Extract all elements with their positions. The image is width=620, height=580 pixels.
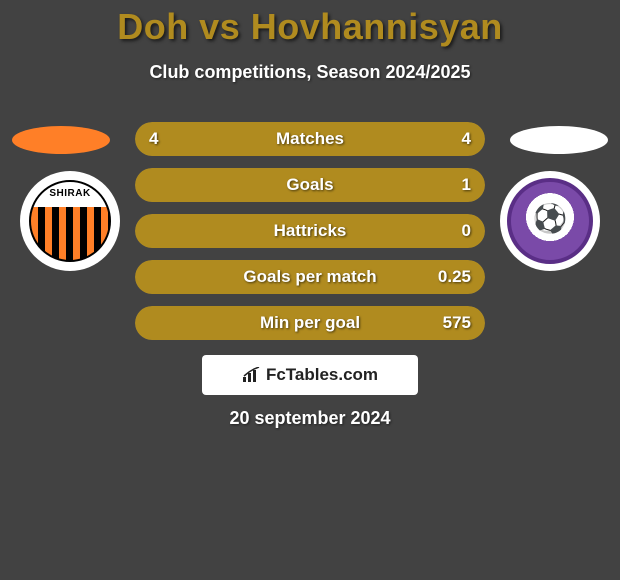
player-right-ellipse bbox=[510, 126, 608, 154]
stat-bar: 1 Goals bbox=[135, 168, 485, 202]
bar-label: Goals bbox=[286, 175, 333, 195]
shirak-badge: SHIRAK bbox=[29, 180, 111, 262]
bar-value-right: 4 bbox=[462, 129, 471, 149]
stat-bar: 4 4 Matches bbox=[135, 122, 485, 156]
football-icon: ⚽ bbox=[533, 202, 568, 235]
club-logo-left: SHIRAK bbox=[20, 171, 120, 271]
shirak-label: SHIRAK bbox=[31, 188, 109, 199]
player-left-ellipse bbox=[12, 126, 110, 154]
watermark[interactable]: FcTables.com bbox=[202, 355, 418, 395]
bar-label: Hattricks bbox=[274, 221, 347, 241]
club-logo-right: ⚽ bbox=[500, 171, 600, 271]
bar-value-right: 0 bbox=[462, 221, 471, 241]
date-label: 20 september 2024 bbox=[0, 408, 620, 429]
bar-value-left: 4 bbox=[149, 129, 158, 149]
bar-label: Min per goal bbox=[260, 313, 360, 333]
stat-bar: 0.25 Goals per match bbox=[135, 260, 485, 294]
bar-label: Matches bbox=[276, 129, 344, 149]
watermark-text: FcTables.com bbox=[266, 365, 378, 385]
stat-bars: 4 4 Matches 1 Goals 0 Hattricks 0.25 Goals per m… bbox=[135, 122, 485, 352]
chart-icon bbox=[242, 367, 262, 383]
bar-value-right: 0.25 bbox=[438, 267, 471, 287]
bar-label: Goals per match bbox=[243, 267, 376, 287]
page-subtitle: Club competitions, Season 2024/2025 bbox=[0, 62, 620, 83]
alashkert-badge: ⚽ bbox=[507, 178, 593, 264]
bar-value-right: 575 bbox=[443, 313, 471, 333]
stat-bar: 575 Min per goal bbox=[135, 306, 485, 340]
page-title: Doh vs Hovhannisyan bbox=[0, 0, 620, 48]
bar-value-right: 1 bbox=[462, 175, 471, 195]
stat-bar: 0 Hattricks bbox=[135, 214, 485, 248]
